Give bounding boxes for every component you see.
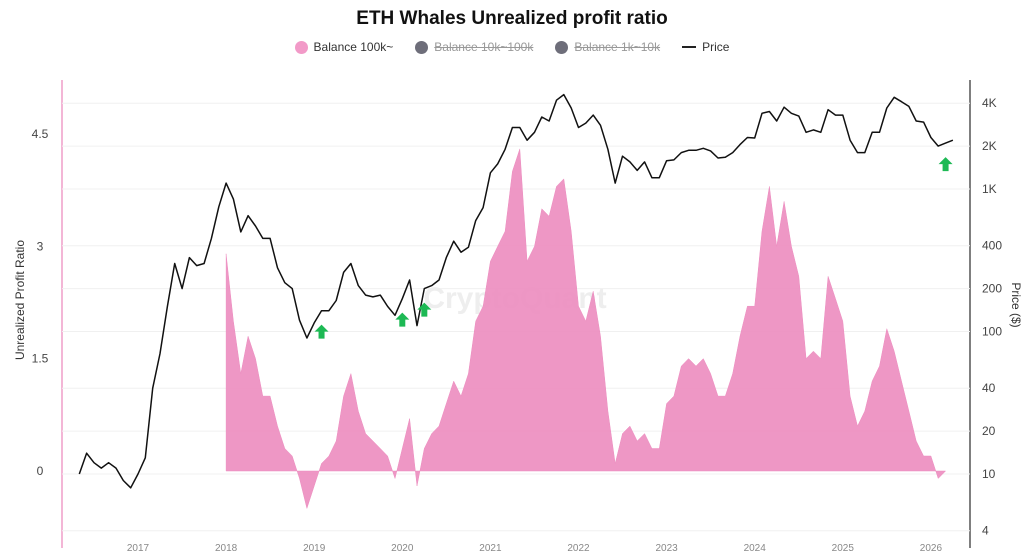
x-tick-label: 2022 — [567, 543, 590, 553]
right-tick-label: 4 — [982, 524, 989, 538]
x-tick-label: 2018 — [215, 543, 238, 553]
right-tick-label: 400 — [982, 239, 1002, 253]
left-tick-label: 1.5 — [32, 352, 49, 366]
legend-label: Balance 100k~ — [313, 40, 394, 54]
x-tick-label: 2017 — [127, 543, 150, 553]
x-tick-label: 2020 — [391, 543, 414, 553]
left-tick-label: 3 — [37, 239, 44, 253]
legend-item-balance-100k[interactable]: Balance 100k~ — [294, 40, 394, 54]
legend-line-icon — [682, 46, 697, 48]
chart-title: ETH Whales Unrealized profit ratio — [356, 8, 668, 29]
right-tick-label: 2K — [982, 139, 997, 153]
left-tick-label: 4.5 — [32, 127, 49, 141]
right-tick-label: 1K — [982, 182, 997, 196]
x-tick-label: 2024 — [744, 543, 767, 553]
legend-dot-icon — [555, 40, 569, 54]
right-axis-title: Price ($) — [1009, 282, 1023, 327]
right-tick-label: 10 — [982, 467, 996, 481]
legend-item-balance-1k-10k[interactable]: Balance 1k~10k — [555, 40, 660, 54]
legend-label: Balance 1k~10k — [574, 40, 661, 54]
series-line-price — [78, 93, 954, 489]
legend: Balance 100k~ Balance 10k~100k Balance 1… — [0, 40, 1024, 54]
legend-item-balance-10k-100k[interactable]: Balance 10k~100k — [415, 40, 533, 54]
x-tick-label: 2021 — [479, 543, 502, 553]
legend-label: Price — [702, 40, 730, 54]
up-arrow-icon — [417, 302, 432, 317]
legend-dot-icon — [415, 40, 429, 54]
right-tick-label: 200 — [982, 282, 1002, 296]
up-arrow-icon — [938, 157, 953, 172]
legend-label: Balance 10k~100k — [434, 40, 534, 54]
up-arrow-icon — [395, 312, 410, 327]
x-tick-label: 2025 — [832, 543, 855, 553]
right-tick-label: 4K — [982, 96, 997, 110]
left-axis-title: Unrealized Profit Ratio — [13, 240, 27, 360]
x-tick-label: 2026 — [920, 543, 943, 553]
x-tick-label: 2019 — [303, 543, 326, 553]
right-tick-label: 40 — [982, 381, 996, 395]
right-tick-label: 20 — [982, 424, 996, 438]
x-tick-label: 2023 — [655, 543, 678, 553]
left-tick-label: 0 — [37, 464, 44, 478]
up-arrow-icon — [314, 324, 329, 339]
legend-item-price[interactable]: Price — [682, 40, 729, 54]
right-tick-label: 100 — [982, 325, 1002, 339]
series-area-balance-100k — [225, 148, 947, 510]
legend-dot-icon — [294, 40, 308, 54]
